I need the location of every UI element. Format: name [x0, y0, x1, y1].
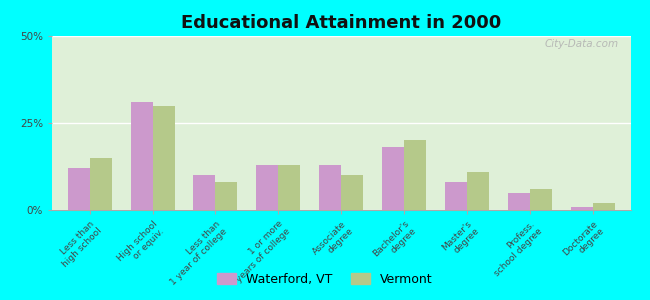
Bar	[341, 175, 363, 210]
Bar	[467, 172, 489, 210]
Bar	[508, 193, 530, 210]
Bar	[593, 203, 615, 210]
Bar	[445, 182, 467, 210]
Bar	[153, 106, 175, 210]
Bar	[256, 165, 278, 210]
Bar	[404, 140, 426, 210]
Bar	[194, 175, 216, 210]
Bar	[90, 158, 112, 210]
Bar	[216, 182, 237, 210]
Bar	[68, 168, 90, 210]
Bar	[278, 165, 300, 210]
Bar	[319, 165, 341, 210]
Bar	[131, 102, 153, 210]
Bar	[571, 206, 593, 210]
Legend: Waterford, VT, Vermont: Waterford, VT, Vermont	[213, 268, 437, 291]
Bar	[382, 147, 404, 210]
Title: Educational Attainment in 2000: Educational Attainment in 2000	[181, 14, 501, 32]
Bar	[530, 189, 552, 210]
Text: City-Data.com: City-Data.com	[545, 40, 619, 50]
